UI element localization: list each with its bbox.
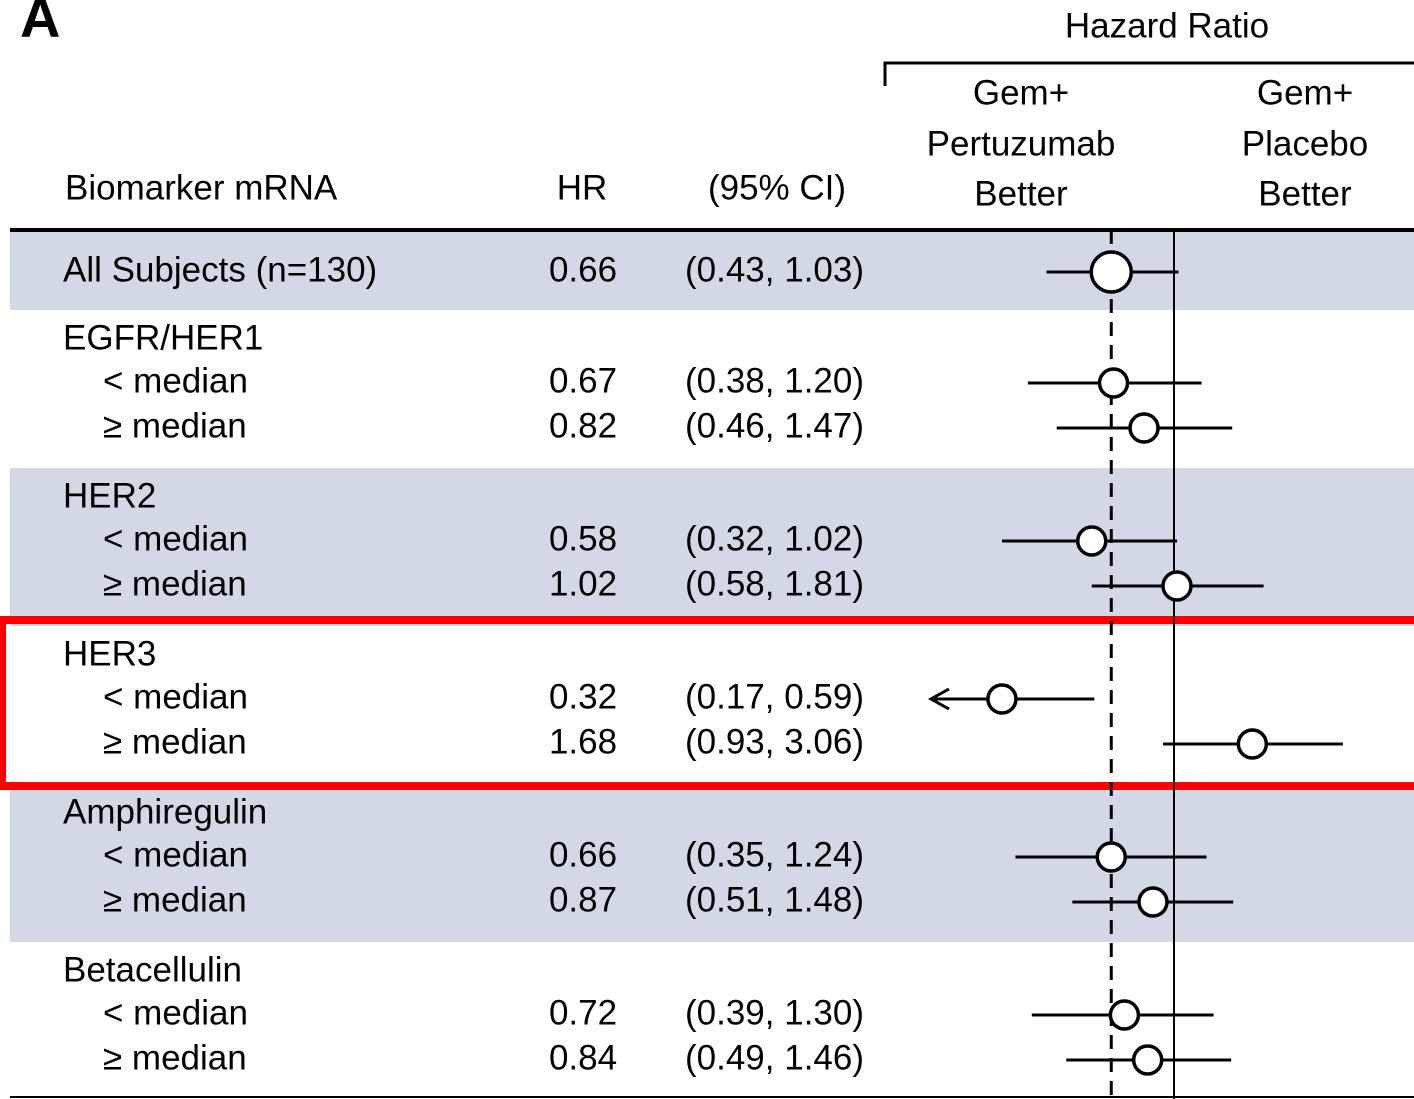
ci-label: (0.38, 1.20) xyxy=(685,361,864,400)
hr-value: 0.32 xyxy=(549,677,617,716)
ci-label: (0.35, 1.24) xyxy=(685,835,864,874)
left-header: Pertuzumab xyxy=(927,124,1116,163)
hr-point xyxy=(986,683,1018,715)
group-label: Amphiregulin xyxy=(63,792,267,831)
hr-point xyxy=(1161,570,1193,602)
hr-value: 0.84 xyxy=(549,1038,617,1077)
ci-label: (0.43, 1.03) xyxy=(685,250,864,289)
clip-arrow xyxy=(927,687,950,711)
row-label: < median xyxy=(103,677,248,716)
column-header: (95% CI) xyxy=(708,168,846,207)
row-label: ≥ median xyxy=(103,1038,247,1077)
hr-value: 0.82 xyxy=(549,406,617,445)
hr-value: 0.72 xyxy=(549,993,617,1032)
column-header: HR xyxy=(557,168,608,207)
hr-point xyxy=(1137,886,1169,918)
ci-label: (0.58, 1.81) xyxy=(685,564,864,603)
ci-label: (0.93, 3.06) xyxy=(685,722,864,761)
hr-value: 1.02 xyxy=(549,564,617,603)
group-label: HER2 xyxy=(63,476,156,515)
ci-label: (0.17, 0.59) xyxy=(685,677,864,716)
ci-label: (0.39, 1.30) xyxy=(685,993,864,1032)
group-label: Betacellulin xyxy=(63,950,242,989)
ci-label: (0.49, 1.46) xyxy=(685,1038,864,1077)
hr-point xyxy=(1089,250,1134,294)
ci-label: (0.51, 1.48) xyxy=(685,880,864,919)
row-label: ≥ median xyxy=(103,722,247,761)
bracket xyxy=(883,61,1414,86)
row-label: < median xyxy=(103,361,248,400)
hr-value: 0.66 xyxy=(549,835,617,874)
row-band xyxy=(10,784,1414,942)
hr-point xyxy=(1095,841,1128,873)
column-header: Biomarker mRNA xyxy=(65,168,338,207)
hr-value: 1.68 xyxy=(549,722,617,761)
hr-value: 0.58 xyxy=(549,519,617,558)
hr-value: 0.87 xyxy=(549,880,617,919)
group-label: HER3 xyxy=(63,634,156,673)
group-label: EGFR/HER1 xyxy=(63,318,263,357)
hr-point xyxy=(1108,999,1141,1031)
right-header: Gem+ xyxy=(1257,73,1353,112)
hr-point xyxy=(1075,525,1108,557)
group-label: All Subjects (n=130) xyxy=(63,250,377,289)
right-header: Placebo xyxy=(1242,124,1368,163)
hr-point xyxy=(1131,1044,1164,1076)
left-header: Better xyxy=(974,174,1068,213)
row-label: < median xyxy=(103,519,248,558)
hr-point xyxy=(1128,412,1160,444)
bands xyxy=(10,232,1414,942)
highlight-box xyxy=(0,616,1414,790)
row-label: < median xyxy=(103,835,248,874)
right-header: Better xyxy=(1258,174,1352,213)
row-label: ≥ median xyxy=(103,880,247,919)
left-header: Gem+ xyxy=(973,73,1069,112)
row-band xyxy=(10,232,1414,310)
ci-label: (0.46, 1.47) xyxy=(685,406,864,445)
row-label: ≥ median xyxy=(103,406,247,445)
hr-value: 0.67 xyxy=(549,361,617,400)
ci-label: (0.32, 1.02) xyxy=(685,519,864,558)
panel-label: A xyxy=(20,0,60,49)
hr-value: 0.66 xyxy=(549,250,617,289)
row-label: ≥ median xyxy=(103,564,247,603)
hr-point xyxy=(1236,728,1269,760)
hr-point xyxy=(1097,367,1130,399)
row-label: < median xyxy=(103,993,248,1032)
axis-title: Hazard Ratio xyxy=(1065,6,1269,45)
